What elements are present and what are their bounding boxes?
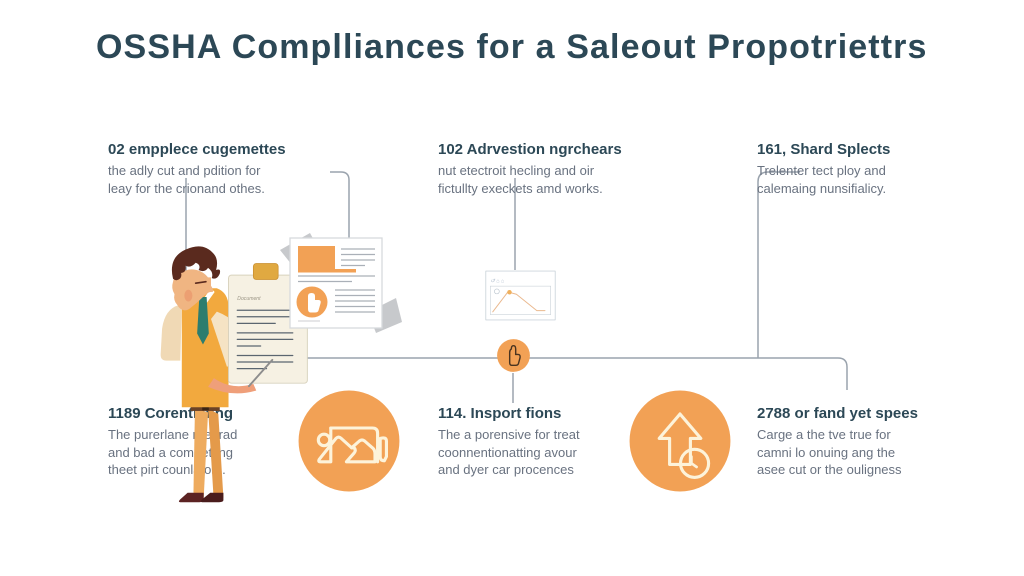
svg-text:Document: Document — [237, 296, 261, 302]
svg-text:↺ ⌂ ⌂: ↺ ⌂ ⌂ — [490, 278, 504, 284]
